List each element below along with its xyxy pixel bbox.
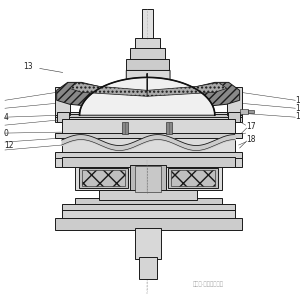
Bar (62, 204, 235, 212)
Bar (135, 166, 161, 192)
Text: 17: 17 (247, 122, 256, 130)
Bar (130, 165, 166, 193)
Polygon shape (147, 74, 240, 106)
Bar (62, 138, 235, 155)
Bar (126, 58, 169, 70)
Text: 4: 4 (4, 113, 9, 122)
Bar (55, 218, 242, 230)
Text: 1: 1 (295, 104, 300, 113)
Polygon shape (126, 70, 170, 92)
Bar (55, 158, 242, 167)
Bar (166, 122, 172, 134)
Text: 1: 1 (295, 96, 300, 105)
Text: 13: 13 (23, 62, 33, 71)
Bar (142, 9, 153, 39)
Bar (62, 119, 235, 135)
Bar (55, 152, 242, 160)
Text: 1: 1 (295, 112, 300, 121)
Bar (227, 87, 242, 115)
Bar (62, 157, 235, 167)
Bar (171, 170, 215, 186)
Bar (55, 133, 242, 138)
Bar (130, 48, 165, 61)
Bar (79, 168, 128, 188)
Bar (62, 210, 235, 220)
Text: 18: 18 (247, 135, 256, 144)
Bar (228, 112, 240, 122)
Text: 12: 12 (4, 140, 14, 149)
Polygon shape (80, 77, 215, 115)
Bar (55, 112, 242, 122)
Polygon shape (70, 78, 147, 96)
Polygon shape (147, 78, 227, 96)
Bar (57, 112, 69, 122)
Polygon shape (57, 74, 147, 106)
Bar (135, 38, 160, 49)
Bar (55, 87, 70, 115)
Bar (139, 257, 157, 279)
Bar (99, 190, 197, 200)
Bar (168, 168, 218, 188)
Bar (75, 165, 222, 190)
Bar (55, 114, 242, 117)
Bar (248, 110, 254, 113)
Bar (135, 228, 161, 260)
Bar (122, 122, 128, 134)
Text: 公众号·汽车动力总成: 公众号·汽车动力总成 (193, 282, 224, 287)
Text: 0: 0 (4, 129, 9, 138)
Bar (240, 109, 248, 114)
Bar (82, 170, 125, 186)
Bar (75, 198, 222, 205)
